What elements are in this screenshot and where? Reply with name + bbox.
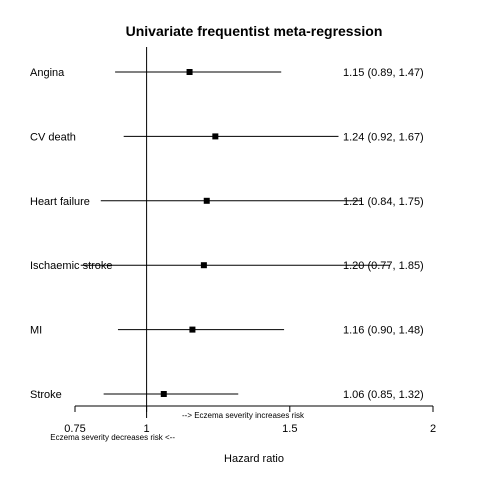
x-axis-label: Hazard ratio xyxy=(224,453,284,465)
x-tick-label: 0.75 xyxy=(64,423,85,435)
estimate-text: 1.20 (0.77, 1.85) xyxy=(343,260,424,272)
point-estimate xyxy=(200,262,207,269)
row-label: MI xyxy=(30,325,42,337)
point-estimate xyxy=(160,391,167,397)
estimate-text: 1.24 (0.92, 1.67) xyxy=(343,131,424,143)
forest-row: Ischaemic stroke 1.20 (0.77, 1.85) xyxy=(30,260,424,272)
x-tick-label: 1.5 xyxy=(282,423,297,435)
point-estimate xyxy=(203,197,210,204)
row-label: Stroke xyxy=(30,389,62,401)
forest-row: MI 1.16 (0.90, 1.48) xyxy=(30,325,424,337)
annotation-decreases-risk: Eczema severity decreases risk <-- xyxy=(50,433,175,442)
annotation-increases-risk: --> Eczema severity increases risk xyxy=(182,411,305,420)
estimate-text: 1.21 (0.84, 1.75) xyxy=(343,196,424,208)
forest-row: Heart failure 1.21 (0.84, 1.75) xyxy=(30,196,424,208)
estimate-text: 1.15 (0.89, 1.47) xyxy=(343,67,424,79)
x-axis: 0.75 1 1.5 2 xyxy=(64,47,436,435)
forest-row: Stroke 1.06 (0.85, 1.32) xyxy=(30,389,424,401)
row-label: Heart failure xyxy=(30,196,90,208)
forest-rows: Angina 1.15 (0.89, 1.47) CV death 1.24 (0.9… xyxy=(30,67,424,401)
x-tick-label: 2 xyxy=(430,423,436,435)
row-label: Angina xyxy=(30,67,65,79)
point-estimate xyxy=(189,326,196,333)
row-label: Ischaemic stroke xyxy=(30,260,113,272)
forest-row: CV death 1.24 (0.92, 1.67) xyxy=(30,131,424,143)
forest-row: Angina 1.15 (0.89, 1.47) xyxy=(30,67,424,79)
row-label: CV death xyxy=(30,131,76,143)
x-tick-label: 1 xyxy=(144,423,150,435)
point-estimate xyxy=(186,69,193,75)
point-estimate xyxy=(212,133,219,140)
estimate-text: 1.06 (0.85, 1.32) xyxy=(343,389,424,401)
estimate-text: 1.16 (0.90, 1.48) xyxy=(343,325,424,337)
chart-title: Univariate frequentist meta-regression xyxy=(126,23,383,39)
